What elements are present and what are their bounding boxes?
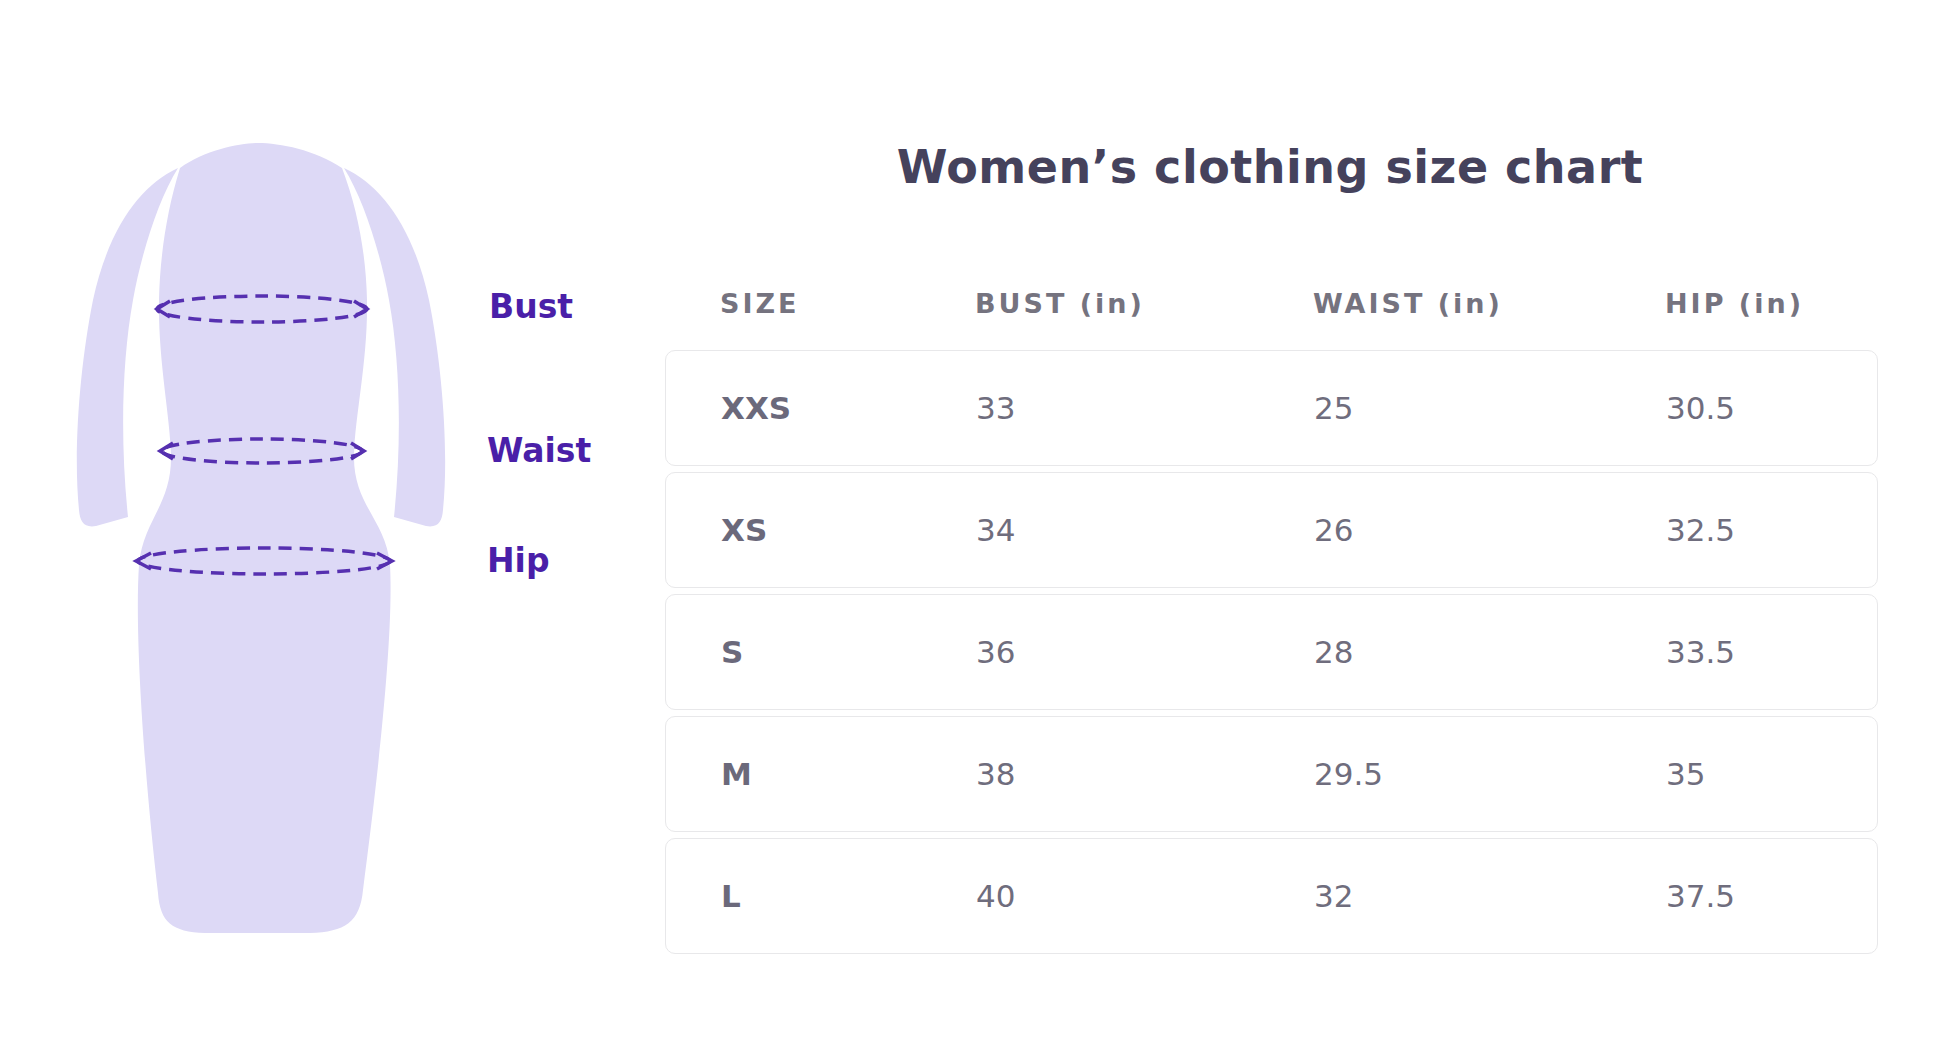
hip-cell: 33.5	[1611, 637, 1877, 668]
table-row: L 40 32 37.5	[665, 838, 1878, 954]
hip-cell: 30.5	[1611, 393, 1877, 424]
bust-cell: 34	[921, 515, 1259, 546]
table-row: M 38 29.5 35	[665, 716, 1878, 832]
column-header-waist: WAIST (in)	[1258, 288, 1610, 320]
table-header-row: SIZE BUST (in) WAIST (in) HIP (in)	[665, 288, 1878, 320]
column-header-bust: BUST (in)	[920, 288, 1258, 320]
bust-cell: 40	[921, 881, 1259, 912]
hip-cell: 32.5	[1611, 515, 1877, 546]
waist-cell: 32	[1259, 881, 1611, 912]
column-header-hip: HIP (in)	[1610, 288, 1878, 320]
size-chart-infographic: Bust Waist Hip Women’s clothing size cha…	[0, 0, 1946, 1038]
bust-cell: 33	[921, 393, 1259, 424]
bust-cell: 38	[921, 759, 1259, 790]
table-row: XS 34 26 32.5	[665, 472, 1878, 588]
bust-cell: 36	[921, 637, 1259, 668]
size-cell: M	[666, 759, 921, 790]
size-cell: S	[666, 637, 921, 668]
size-table: SIZE BUST (in) WAIST (in) HIP (in) XXS 3…	[665, 288, 1878, 960]
table-row: S 36 28 33.5	[665, 594, 1878, 710]
page-title: Women’s clothing size chart	[660, 140, 1880, 195]
size-cell: XXS	[666, 393, 921, 424]
waist-cell: 28	[1259, 637, 1611, 668]
hip-cell: 35	[1611, 759, 1877, 790]
size-cell: L	[666, 881, 921, 912]
table-body: XXS 33 25 30.5 XS 34 26 32.5 S 36 28 33.…	[665, 350, 1878, 954]
waist-cell: 26	[1259, 515, 1611, 546]
table-row: XXS 33 25 30.5	[665, 350, 1878, 466]
hip-label: Hip	[487, 544, 550, 577]
waist-label: Waist	[487, 434, 591, 467]
waist-cell: 25	[1259, 393, 1611, 424]
hip-cell: 37.5	[1611, 881, 1877, 912]
dress-illustration	[50, 115, 470, 955]
waist-cell: 29.5	[1259, 759, 1611, 790]
bust-label: Bust	[489, 290, 573, 323]
size-cell: XS	[666, 515, 921, 546]
dress-body-shape	[138, 143, 391, 933]
column-header-size: SIZE	[665, 288, 920, 320]
